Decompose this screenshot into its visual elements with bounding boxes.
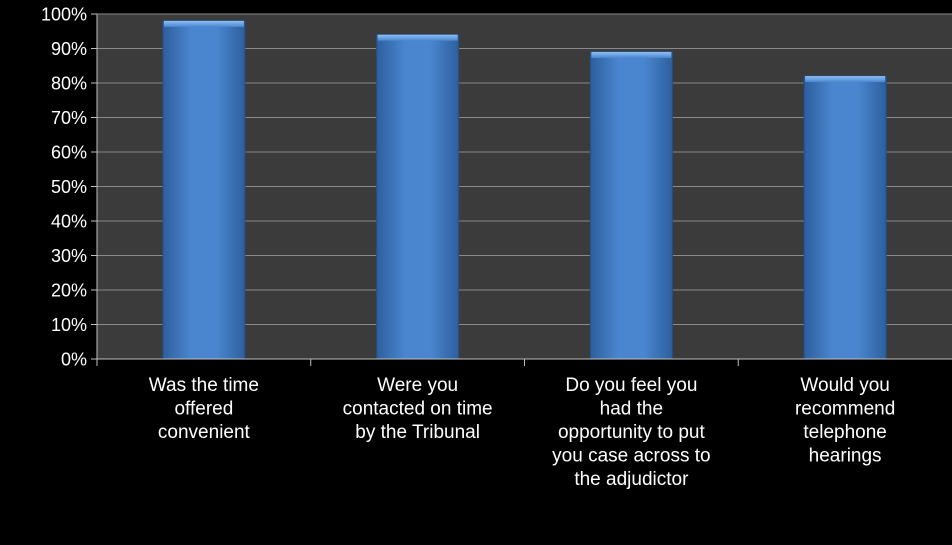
bar-cap <box>805 76 885 82</box>
x-category-label-line: by the Tribunal <box>355 422 480 443</box>
y-tick-label: 10% <box>51 315 87 335</box>
x-category-label-line: Were you <box>377 375 458 396</box>
bar <box>163 21 245 359</box>
y-tick-label: 50% <box>51 177 87 197</box>
y-tick-label: 80% <box>51 74 87 94</box>
x-category-label-line: contacted on time <box>343 399 493 420</box>
bar-cap <box>164 21 244 27</box>
x-category-label-line: recommend <box>795 399 895 420</box>
y-tick-label: 90% <box>51 39 87 59</box>
bar <box>377 35 459 359</box>
x-category-label-line: you case across to <box>552 446 710 467</box>
y-tick-labels: 0% 10% 20% 30% 40% 50% 60% 70% 80% 90% 100% <box>41 5 87 370</box>
y-tick-label: 20% <box>51 281 87 301</box>
x-category-label-line: telephone <box>803 422 886 443</box>
x-category-label-line: the adjudictor <box>574 469 689 490</box>
y-tick-label: 40% <box>51 212 87 232</box>
y-tick-label: 60% <box>51 143 87 163</box>
y-tick-label: 100% <box>41 5 87 25</box>
x-category-label-line: had the <box>600 399 663 420</box>
x-category-label-line: offered <box>174 399 233 420</box>
bar-cap <box>591 52 671 58</box>
x-category-label-line: opportunity to put <box>558 422 706 443</box>
x-category-label-line: Would you <box>800 375 889 396</box>
y-tick-label: 30% <box>51 246 87 266</box>
bar <box>590 52 672 359</box>
y-tick-label: 70% <box>51 108 87 128</box>
bar <box>804 76 886 359</box>
x-category-label-line: Was the time <box>149 375 259 396</box>
bar-cap <box>378 35 458 41</box>
y-tick-label: 0% <box>61 350 87 370</box>
x-category-label-line: hearings <box>809 446 882 467</box>
x-category-label-line: Do you feel you <box>565 375 697 396</box>
x-category-label-line: convenient <box>158 422 251 443</box>
